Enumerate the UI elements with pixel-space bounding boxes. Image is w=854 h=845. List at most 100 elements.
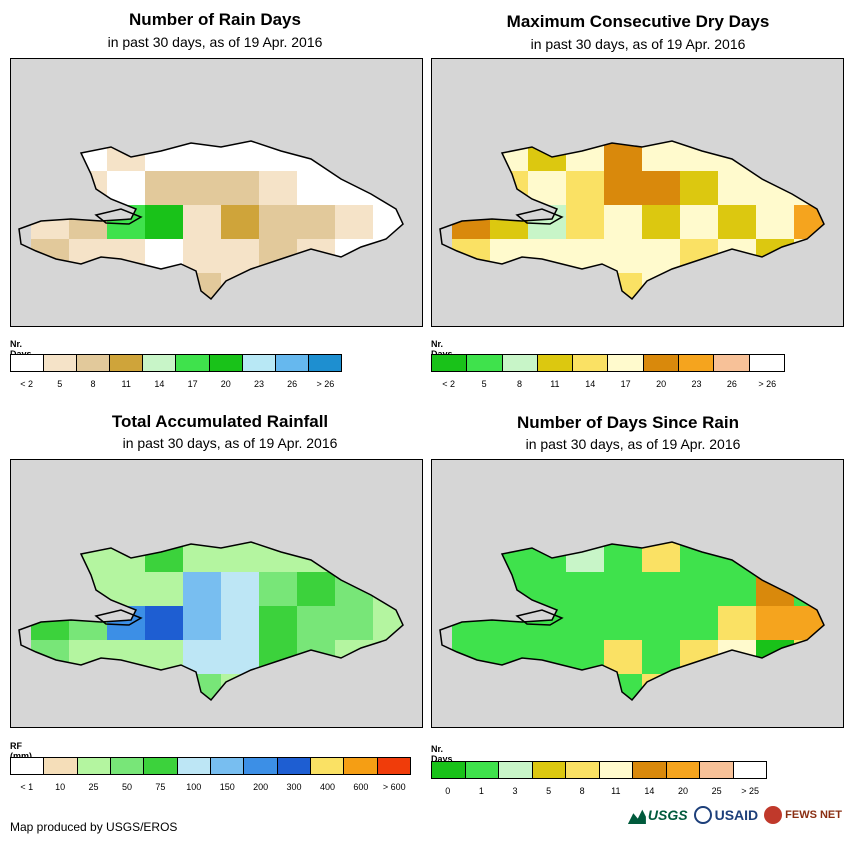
legend-swatch <box>573 355 609 371</box>
fews-net-icon <box>764 806 783 824</box>
map-cell <box>183 141 221 171</box>
map-cell <box>107 606 145 640</box>
map-cell <box>452 542 490 572</box>
map-cell <box>335 640 373 674</box>
map-cell <box>31 674 69 700</box>
legend-label: 1 <box>478 786 484 796</box>
map-cell <box>145 141 183 171</box>
map-cell <box>69 239 107 273</box>
legend-label: 0 <box>445 786 451 796</box>
legend-label: > 26 <box>316 379 335 389</box>
legend-swatch <box>209 355 243 371</box>
legend-swatch <box>666 762 700 778</box>
map-cell <box>680 205 718 239</box>
legend-swatch <box>499 762 533 778</box>
map-cell <box>259 205 297 239</box>
map-cell <box>756 542 794 572</box>
legend-label: 5 <box>57 379 63 389</box>
legend-label: 100 <box>186 782 202 792</box>
map-cell <box>183 273 221 299</box>
legend-label: 14 <box>585 379 596 389</box>
map-cell <box>528 640 566 674</box>
legend-labels: < 2 5 8 11 14 17 20 23 26 > 26 <box>10 379 342 391</box>
map-cell <box>145 606 183 640</box>
map-cell <box>69 674 107 700</box>
map-cell <box>221 606 259 640</box>
map-cell <box>373 640 403 674</box>
map-cell <box>490 640 528 674</box>
map-cell <box>452 674 490 700</box>
usgs-logo: USGS <box>627 806 688 824</box>
legend-swatch <box>643 355 680 371</box>
legend-swatch <box>244 758 278 774</box>
map-cell <box>221 674 259 700</box>
legend-swatch <box>749 355 784 371</box>
map-cell <box>794 239 824 273</box>
map-cell <box>297 674 335 700</box>
legend-swatch <box>599 762 633 778</box>
map-subtitle: in past 30 days, as of 19 Apr. 2016 <box>530 36 746 52</box>
map-cell <box>373 572 403 606</box>
map-cell <box>259 606 297 640</box>
legend-label: 20 <box>656 379 667 389</box>
map-cell <box>297 273 335 299</box>
legend-swatch <box>467 355 503 371</box>
legend-label: < 2 <box>20 379 33 389</box>
map-cell <box>297 606 335 640</box>
legend-label: 5 <box>481 379 487 389</box>
legend-label: 150 <box>219 782 235 792</box>
map-cell <box>69 205 107 239</box>
map-cell <box>642 171 680 205</box>
map-cell <box>297 171 335 205</box>
map-cell <box>794 542 824 572</box>
map-cell <box>69 640 107 674</box>
legend-swatch <box>633 762 667 778</box>
usgs-icon <box>627 809 646 824</box>
map-cell <box>490 141 528 171</box>
map-cell <box>31 273 69 299</box>
map-cell <box>718 674 756 700</box>
map-cell <box>528 205 566 239</box>
map-cell <box>297 141 335 171</box>
legend-swatch <box>44 355 78 371</box>
map-cell <box>642 640 680 674</box>
map-cell <box>604 572 642 606</box>
legend-label: 14 <box>154 379 165 389</box>
map-cell <box>566 674 604 700</box>
map-cell <box>335 542 373 572</box>
legend-label: < 2 <box>442 379 456 389</box>
map-cell <box>528 273 566 299</box>
legend-swatch <box>144 758 178 774</box>
legend-label: 10 <box>55 782 66 792</box>
map-cell <box>335 273 373 299</box>
map-cell <box>183 205 221 239</box>
map-cell <box>718 273 756 299</box>
map-cell <box>145 205 183 239</box>
legend-swatch <box>77 355 111 371</box>
legend-label: 11 <box>550 379 560 389</box>
map-cell <box>756 239 794 273</box>
map-cell <box>69 542 107 572</box>
legend-swatch <box>679 355 715 371</box>
legend-labels: 0 1 3 5 8 11 14 20 25 > 25 <box>431 786 767 798</box>
legend-label: 20 <box>220 379 231 389</box>
map-cell <box>259 273 297 299</box>
map-cell <box>604 273 642 299</box>
legend-swatch <box>502 355 538 371</box>
legend-label: 75 <box>155 782 166 792</box>
map-canvas <box>18 541 404 702</box>
legend-label: 5 <box>546 786 552 796</box>
map-cell <box>221 171 259 205</box>
map-cell <box>756 205 794 239</box>
coastline <box>94 208 143 225</box>
map-cell <box>490 572 528 606</box>
map-frame <box>431 58 844 327</box>
map-cell <box>490 171 528 205</box>
map-cell <box>718 572 756 606</box>
map-cell <box>335 674 373 700</box>
map-cell <box>528 606 566 640</box>
legend-swatch <box>143 355 177 371</box>
map-cell <box>373 542 403 572</box>
map-cell <box>642 674 680 700</box>
legend-label: 50 <box>121 782 132 792</box>
